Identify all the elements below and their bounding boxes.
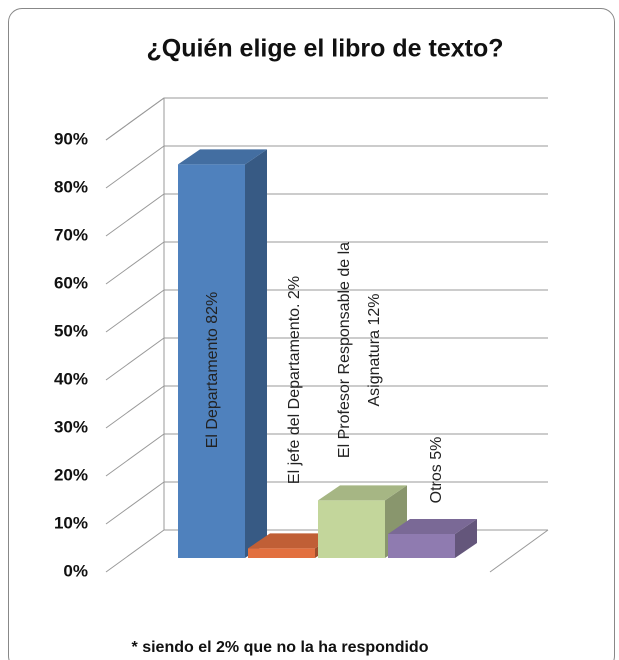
y-tick-label: 60%: [54, 273, 88, 292]
data-label: El Departamento 82%: [204, 291, 221, 449]
y-tick-label: 10%: [54, 513, 88, 532]
bar: [388, 519, 477, 558]
bar-front: [318, 500, 385, 558]
y-tick-label: 70%: [54, 225, 88, 244]
bar-side: [245, 149, 267, 558]
floor-edge: [489, 529, 549, 573]
chart-frame: [8, 8, 615, 660]
grid-line: [105, 337, 548, 381]
grid-line: [105, 289, 548, 333]
footnote: * siendo el 2% que no la ha respondido: [132, 639, 429, 656]
bar-top: [248, 533, 337, 549]
grid-line: [105, 145, 548, 189]
y-tick-label: 20%: [54, 465, 88, 484]
bar-front: [248, 548, 315, 558]
y-tick-label: 0%: [63, 561, 88, 580]
grid-line: [105, 385, 548, 429]
bar: [178, 149, 267, 558]
bar-front: [178, 164, 245, 558]
y-tick-label: 40%: [54, 369, 88, 388]
bar-front: [388, 534, 455, 558]
grid-line: [105, 193, 548, 237]
grid-line: [105, 241, 548, 285]
data-label: Otros 5%: [428, 436, 445, 504]
bar-top: [318, 485, 407, 501]
bar-top: [178, 149, 267, 165]
y-tick-label: 90%: [54, 129, 88, 148]
grid-line: [105, 97, 548, 141]
data-label: El jefe del Departamento. 2%: [286, 275, 303, 485]
y-tick-label: 30%: [54, 417, 88, 436]
bar-side: [455, 519, 477, 558]
y-tick-label: 50%: [54, 321, 88, 340]
grid-line: [105, 433, 548, 477]
data-label: El Profesor Responsable de la Asignatura…: [336, 241, 383, 459]
y-tick-label: 80%: [54, 177, 88, 196]
bar-top: [388, 519, 477, 534]
chart-title: ¿Quién elige el libro de texto?: [147, 35, 504, 63]
